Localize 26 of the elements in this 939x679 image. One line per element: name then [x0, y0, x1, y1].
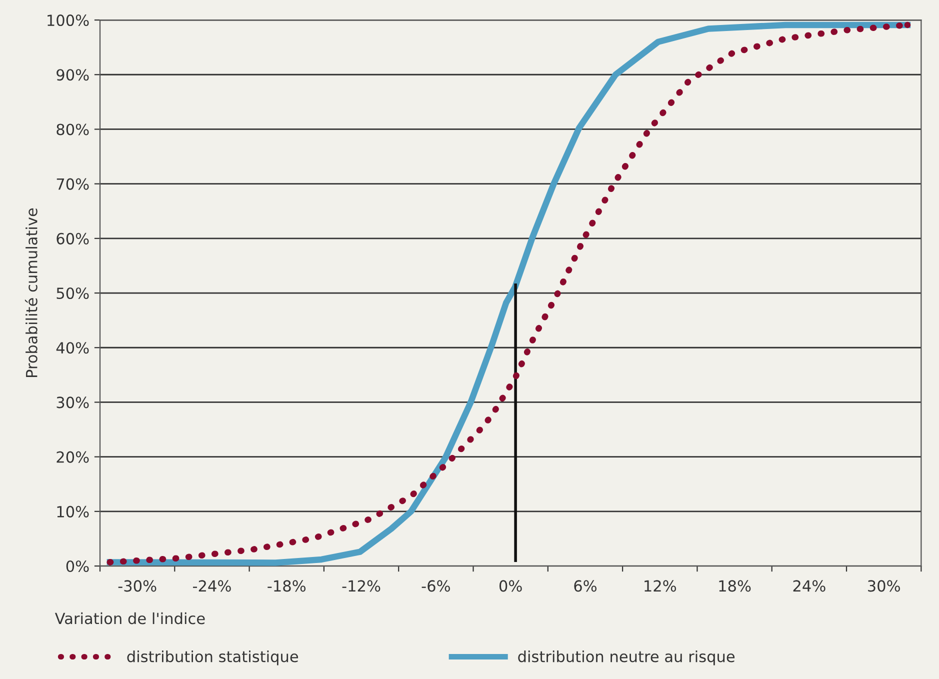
y-tick-label: 20%	[56, 451, 89, 463]
y-axis-title: Probabilité cumulative	[24, 208, 38, 377]
y-tick-label: 90%	[56, 69, 89, 81]
x-axis-title: Variation de l'indice	[54, 612, 205, 624]
x-tick-label: 18%	[719, 580, 751, 592]
x-tick-label: 6%	[574, 580, 597, 592]
y-tick-label: 70%	[56, 178, 89, 190]
y-tick-label: 0%	[66, 560, 89, 572]
x-tick-label: -6%	[422, 580, 450, 592]
x-tick-label: 30%	[868, 580, 900, 592]
legend-label: distribution neutre au risque	[518, 650, 735, 666]
y-tick-label: 30%	[56, 396, 89, 408]
y-tick-label: 50%	[56, 287, 89, 300]
x-tick-label: -24%	[192, 580, 231, 592]
y-tick-label: 80%	[56, 124, 89, 136]
x-tick-label: 12%	[644, 580, 676, 592]
x-tick-label: -18%	[268, 580, 306, 592]
legend-label: distribution statistique	[127, 650, 298, 666]
x-tick-label: -12%	[342, 580, 380, 592]
x-tick-label: -30%	[118, 580, 156, 592]
x-tick-label: 24%	[793, 580, 826, 592]
x-tick-label: 0%	[499, 580, 522, 592]
y-tick-label: 60%	[56, 232, 89, 244]
y-tick-label: 100%	[48, 14, 89, 26]
y-tick-label: 10%	[57, 506, 89, 518]
y-tick-label: 40%	[56, 342, 89, 354]
